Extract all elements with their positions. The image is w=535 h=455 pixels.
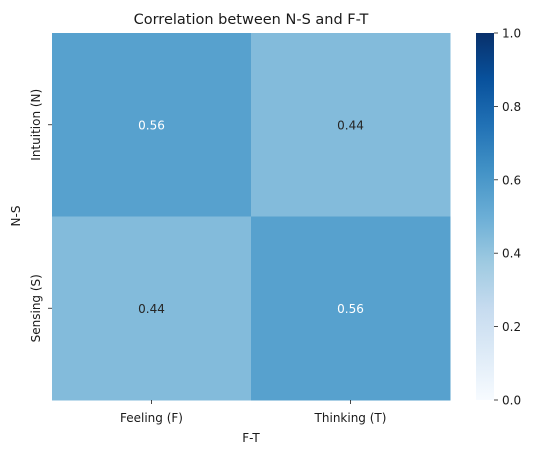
heatmap-cell (52, 33, 252, 217)
colorbar-tick-label: 0.8 (502, 100, 521, 114)
heatmap-cell (251, 33, 451, 217)
cell-value-label: 0.44 (138, 302, 165, 316)
colorbar-tick-label: 0.0 (502, 394, 521, 408)
colorbar-tick-label: 0.4 (502, 247, 521, 261)
cell-annotations: 0.56 0.44 0.44 0.56 (138, 118, 364, 316)
cell-value-label: 0.56 (337, 302, 364, 316)
colorbar-tick-label: 0.2 (502, 320, 521, 334)
y-axis-label: N-S (9, 206, 23, 227)
cell-value-label: 0.56 (138, 118, 165, 132)
chart-title: Correlation between N-S and F-T (134, 12, 369, 28)
x-tick-label: Thinking (T) (314, 411, 387, 425)
heatmap-cell (251, 216, 451, 401)
colorbar-ticks: 0.0 0.2 0.4 0.6 0.8 1.0 (494, 27, 521, 408)
colorbar (476, 33, 494, 400)
x-axis: Feeling (F) Thinking (T) (120, 400, 386, 425)
colorbar-tick-label: 0.6 (502, 173, 521, 187)
y-tick-label: Sensing (S) (29, 274, 43, 342)
colorbar-tick-label: 1.0 (502, 27, 521, 41)
y-tick-label: Intuition (N) (29, 89, 43, 161)
y-axis: Intuition (N) Sensing (S) (29, 89, 52, 342)
heatmap-cell (52, 216, 252, 401)
cell-value-label: 0.44 (337, 118, 364, 132)
heatmap-cells (52, 33, 451, 401)
x-axis-label: F-T (242, 431, 260, 445)
x-tick-label: Feeling (F) (120, 411, 183, 425)
